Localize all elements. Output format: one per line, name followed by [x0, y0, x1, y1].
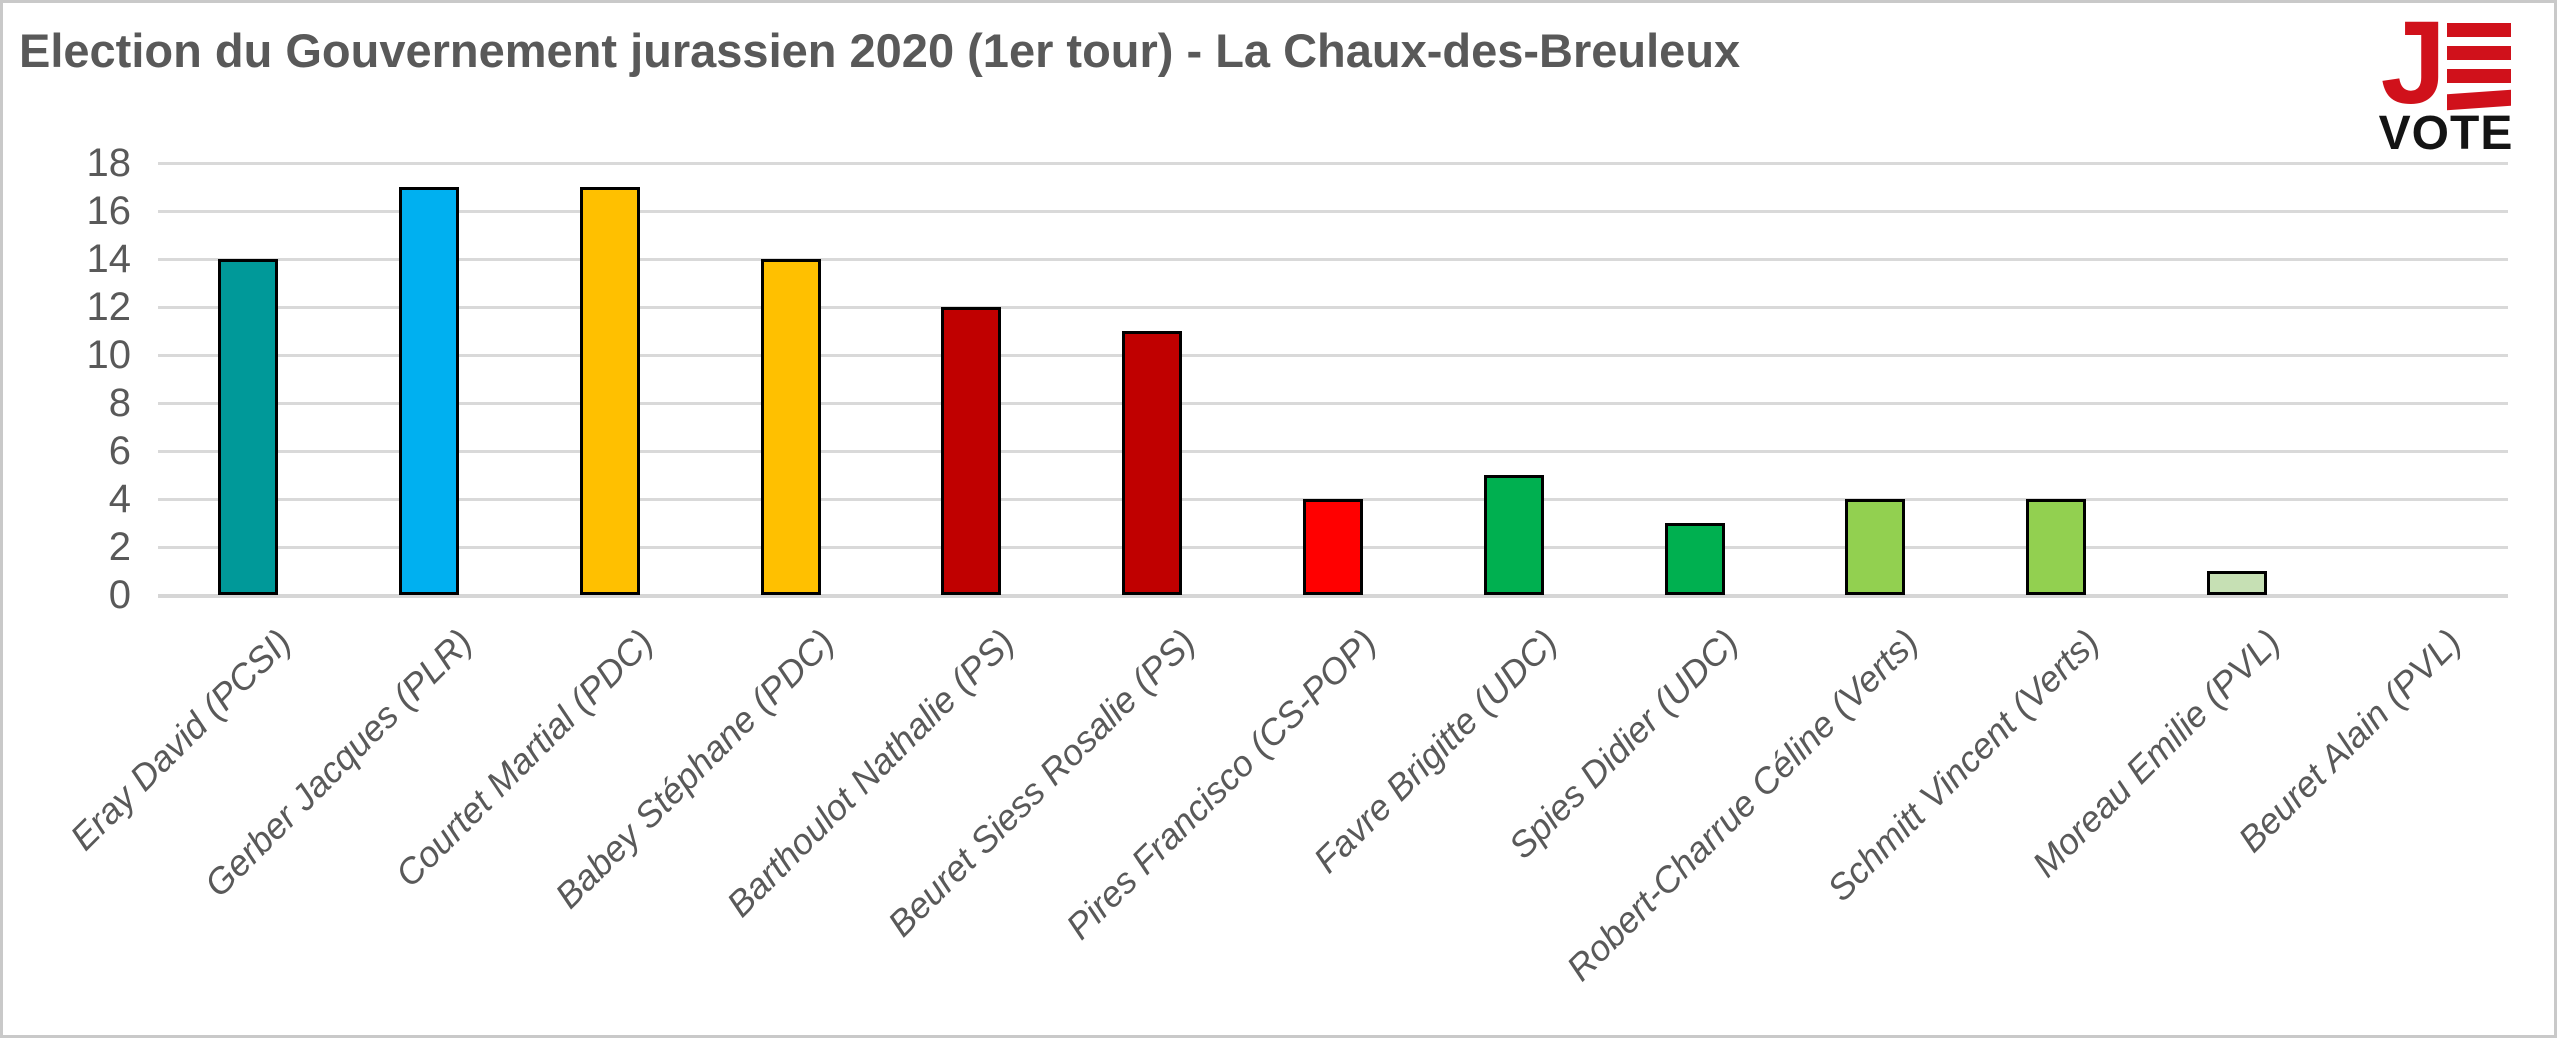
- bar-9: [1664, 523, 1725, 595]
- y-tick-label-16: 16: [86, 189, 132, 233]
- y-tick-label-2: 2: [108, 525, 131, 569]
- logo-e-stripes-icon: [2447, 23, 2512, 111]
- bar-10: [1845, 499, 1906, 595]
- x-axis-label-5: Barthoulot Nathalie (PS): [718, 621, 1023, 925]
- bar-6: [1122, 331, 1183, 595]
- gridline-y-16: [158, 210, 2508, 213]
- bar-11: [2026, 499, 2087, 595]
- logo-vote-text: VOTE: [2378, 107, 2514, 160]
- y-tick-label-0: 0: [108, 573, 131, 617]
- x-axis-label-10: Robert-Charrue Céline (Verts): [1558, 621, 1927, 989]
- gridline-y-8: [158, 402, 2508, 405]
- bar-7: [1303, 499, 1363, 595]
- bar-12: [2206, 571, 2267, 595]
- y-tick-label-14: 14: [86, 237, 132, 281]
- logo-letter-j: J: [2380, 0, 2447, 129]
- gridline-y-12: [158, 306, 2508, 309]
- bar-2: [399, 187, 460, 595]
- y-tick-label-12: 12: [86, 285, 132, 329]
- gridline-y-18: [158, 162, 2508, 165]
- je-vote-logo-top: J: [2378, 0, 2514, 129]
- y-tick-label-10: 10: [86, 333, 132, 377]
- je-vote-logo: J VOTE: [2378, 0, 2514, 160]
- y-tick-label-4: 4: [108, 477, 131, 521]
- gridline-y-10: [158, 354, 2508, 357]
- x-axis-line: [158, 594, 2508, 598]
- bar-3: [579, 187, 640, 595]
- x-axis-label-7: Pires Francisco (CS-POP): [1057, 621, 1384, 948]
- bar-1: [218, 259, 279, 595]
- y-tick-label-8: 8: [108, 381, 131, 425]
- chart-title: Election du Gouvernement jurassien 2020 …: [19, 24, 1741, 77]
- gridline-y-6: [158, 450, 2508, 453]
- bar-8: [1483, 475, 1544, 595]
- bar-5: [941, 307, 1002, 595]
- gridline-y-14: [158, 258, 2508, 261]
- x-axis-label-6: Beuret Siess Rosalie (PS): [879, 621, 1204, 945]
- y-tick-label-18: 18: [86, 141, 132, 185]
- bar-4: [760, 259, 821, 595]
- y-tick-label-6: 6: [108, 429, 131, 473]
